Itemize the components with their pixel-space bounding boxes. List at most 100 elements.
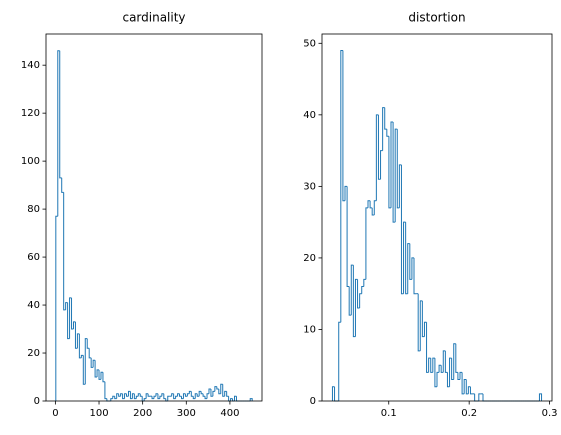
histogram-bin	[419, 300, 423, 351]
y-tick-label: 80	[27, 204, 40, 215]
histogram-bin	[463, 379, 467, 394]
x-tick-label: 0.2	[461, 408, 477, 419]
histogram-bin	[153, 395, 156, 399]
histogram-bin	[114, 396, 117, 400]
histogram-bin	[359, 293, 362, 308]
x-tick-label: 200	[133, 408, 152, 419]
histogram-bin	[194, 393, 198, 399]
x-tick-label: 0.1	[381, 408, 397, 419]
histogram-bin	[342, 50, 345, 202]
histogram-bin	[417, 293, 421, 352]
histogram-bin	[386, 129, 389, 137]
histogram-bin	[365, 207, 368, 280]
y-tick-label: 120	[21, 108, 40, 119]
histogram-bin	[84, 338, 88, 385]
histogram-bin	[131, 393, 135, 399]
y-tick-label: 100	[21, 156, 40, 167]
histogram-bin	[177, 393, 180, 397]
histogram-bin	[226, 391, 229, 397]
histogram-bin	[80, 354, 84, 358]
histogram-bin	[182, 393, 186, 399]
histogram-bin	[331, 386, 335, 401]
histogram-bin	[145, 393, 149, 399]
histogram-bin	[478, 393, 481, 401]
histogram-bin	[171, 393, 174, 397]
y-tick-label: 0	[34, 396, 40, 407]
histogram-bin	[200, 391, 204, 395]
y-tick-label: 30	[303, 181, 316, 192]
histogram-bin	[122, 393, 125, 400]
histogram-bin	[384, 107, 387, 130]
y-tick-label: 10	[303, 324, 316, 335]
histogram-bin	[340, 49, 343, 323]
histogram-bin	[120, 393, 123, 397]
histogram-bin	[135, 395, 139, 399]
histogram-bin	[436, 371, 440, 387]
histogram-bin	[432, 357, 435, 373]
histogram-bin	[461, 372, 465, 395]
histogram-bin	[411, 257, 414, 280]
histogram-bin	[338, 321, 341, 401]
histogram-bin	[137, 393, 141, 397]
histogram-bin	[392, 121, 396, 223]
histogram-bin	[90, 357, 94, 368]
histogram-bin	[198, 390, 202, 397]
histogram-bin	[371, 207, 375, 216]
histogram-bin	[129, 391, 133, 400]
histogram-bin	[100, 371, 103, 380]
y-tick-label: 0	[310, 396, 316, 407]
histogram-bin	[409, 243, 412, 280]
histogram-bin	[196, 393, 200, 397]
histogram-bin	[442, 350, 446, 373]
histogram-bin	[216, 386, 219, 390]
histogram-bin	[184, 393, 188, 397]
histogram-bin	[133, 393, 137, 400]
histogram-bin	[63, 192, 66, 311]
histogram-bin	[369, 200, 373, 209]
histogram-bin	[163, 393, 166, 400]
histogram-bin	[179, 393, 182, 397]
histogram-bin	[110, 398, 113, 401]
histogram-bin	[143, 398, 147, 401]
histogram-bin	[421, 300, 425, 338]
y-tick-label: 50	[303, 38, 316, 49]
histogram-bin	[438, 364, 442, 373]
histogram-bin	[405, 222, 408, 295]
histogram-bin	[94, 360, 98, 378]
y-tick-label: 40	[303, 110, 316, 121]
histogram-bin	[190, 391, 194, 397]
histogram-bin	[382, 107, 385, 151]
axes-frame	[321, 33, 553, 402]
histogram-bin	[451, 358, 454, 381]
histogram-bin	[59, 50, 62, 179]
histogram-bin	[334, 386, 337, 402]
histogram-bin	[224, 390, 227, 397]
histogram-bin	[147, 393, 151, 397]
histogram-bin	[126, 393, 129, 397]
histogram-bin	[538, 393, 543, 401]
histogram-bin	[71, 297, 74, 330]
histogram-bin	[249, 398, 253, 401]
histogram-bin	[380, 150, 383, 180]
histogram-bin	[186, 393, 190, 397]
y-tick-label: 60	[27, 252, 40, 263]
histogram-bin	[377, 114, 381, 180]
histogram-bin	[112, 395, 115, 399]
histogram-bin	[92, 359, 96, 368]
histogram-bin	[220, 383, 223, 394]
histogram-bin	[413, 257, 417, 295]
histogram-bin	[367, 200, 371, 208]
histogram-bin	[67, 302, 70, 340]
histogram-bin	[86, 338, 90, 349]
histogram-bin	[453, 343, 456, 380]
x-tick-label: 400	[220, 408, 239, 419]
histogram-bin	[446, 372, 450, 388]
histogram-bin	[157, 393, 160, 400]
y-tick-label: 20	[27, 348, 40, 359]
histogram-bin	[403, 221, 406, 294]
histogram-bin	[396, 129, 400, 209]
histogram-bin	[61, 177, 64, 193]
histogram-bin	[206, 393, 209, 399]
histogram-bin	[188, 390, 192, 394]
